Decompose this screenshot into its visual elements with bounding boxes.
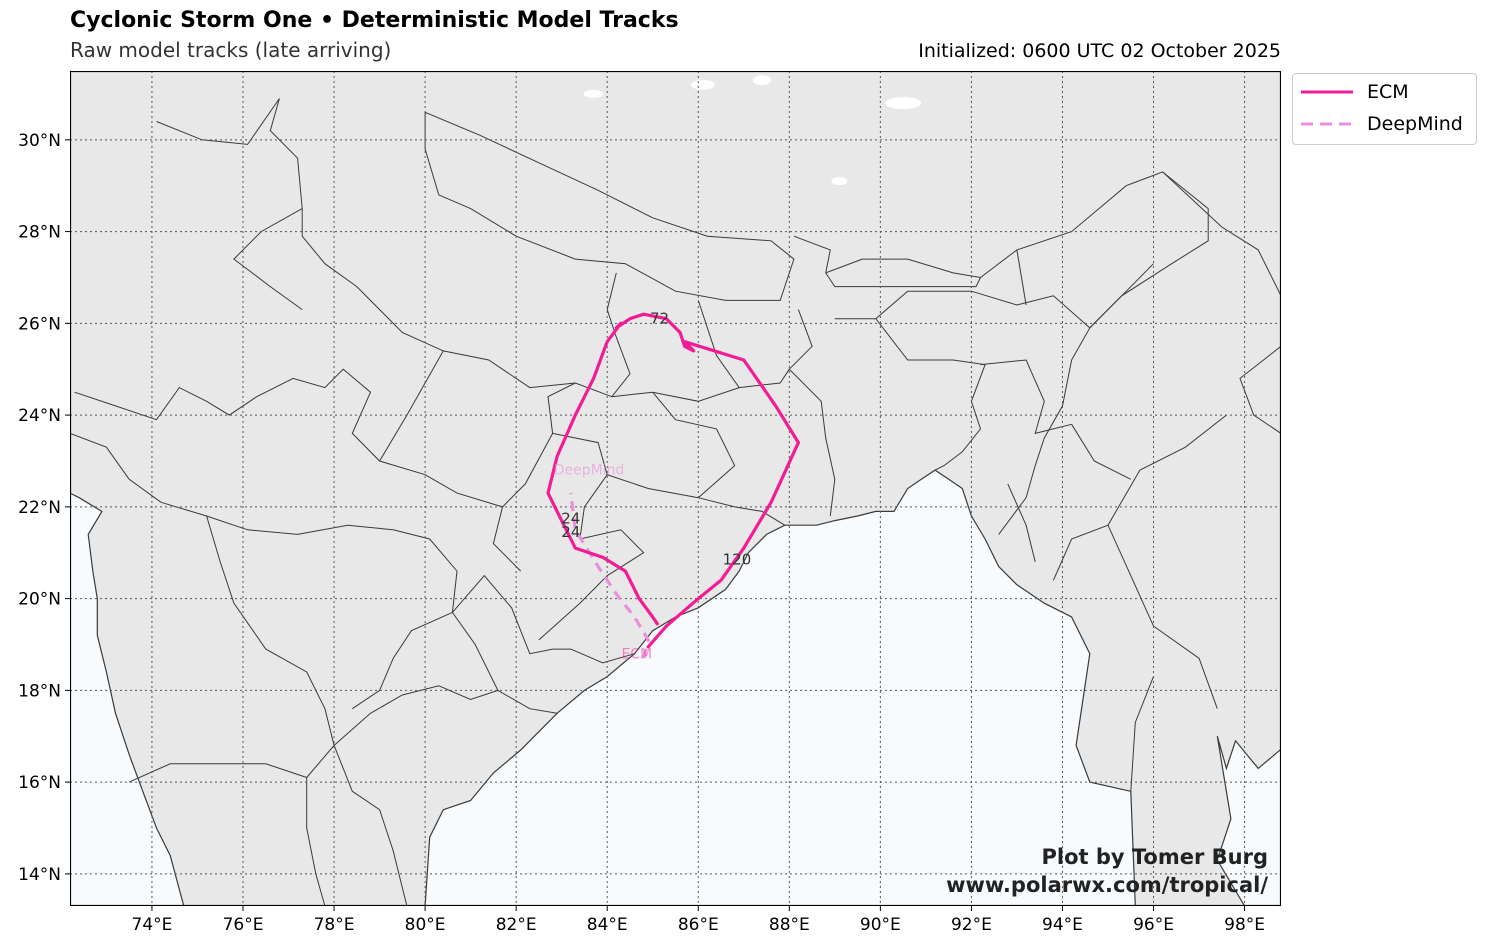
border-line xyxy=(611,368,790,402)
map-frame xyxy=(70,71,1281,906)
forecast-hour-label: 24 xyxy=(561,523,580,541)
border-line xyxy=(1016,249,1027,306)
map-subtitle: Raw model tracks (late arriving) xyxy=(70,38,392,62)
lon-tick-label: 80°E xyxy=(405,915,446,935)
initialized-time: Initialized: 0600 UTC 02 October 2025 xyxy=(918,40,1281,62)
lat-tick-label: 28°N xyxy=(18,223,61,243)
legend-swatch-deepmind xyxy=(1301,122,1353,126)
lon-tick-label: 88°E xyxy=(769,915,810,935)
border-line xyxy=(1130,676,1154,792)
credit-url: www.polarwx.com/tropical/ xyxy=(946,873,1268,897)
state-borders xyxy=(70,98,1281,906)
forecast-hour-label: 120 xyxy=(723,551,752,569)
lake xyxy=(690,79,715,90)
border-line xyxy=(980,171,1209,535)
border-line xyxy=(652,391,736,499)
lon-tick-label: 86°E xyxy=(678,915,719,935)
model-tracks: ECM DeepMind 24 72 120 24 xyxy=(546,310,801,662)
lake xyxy=(753,75,771,86)
lat-tick-label: 30°N xyxy=(18,131,61,151)
border-line xyxy=(306,777,326,906)
lon-tick-label: 74°E xyxy=(132,915,173,935)
lon-tick-label: 94°E xyxy=(1042,915,1083,935)
credit-author: Plot by Tomer Burg xyxy=(1041,845,1269,869)
lon-tick-label: 92°E xyxy=(951,915,992,935)
forecast-hour-label: 24 xyxy=(561,509,580,527)
border-line xyxy=(206,515,335,746)
lon-tick-label: 96°E xyxy=(1133,915,1174,935)
lon-tick-label: 78°E xyxy=(314,915,355,935)
border-line xyxy=(1239,345,1281,434)
lake xyxy=(583,89,604,98)
border-line xyxy=(788,309,836,517)
legend-swatch-ecm xyxy=(1301,90,1353,94)
track-deepmind[interactable] xyxy=(569,492,650,659)
border-line xyxy=(424,111,795,301)
border-line xyxy=(74,368,576,508)
border-line xyxy=(70,432,162,503)
border-line xyxy=(793,235,831,273)
lat-tick-label: 16°N xyxy=(18,773,61,793)
border-line xyxy=(233,208,303,311)
lat-tick-label: 18°N xyxy=(18,681,61,701)
legend-item-deepmind: DeepMind xyxy=(1301,111,1463,137)
border-line xyxy=(452,574,635,664)
legend-label: ECM xyxy=(1367,81,1409,103)
border-line xyxy=(1107,414,1227,709)
legend-item-ecm: ECM xyxy=(1301,79,1409,105)
legend-label: DeepMind xyxy=(1367,113,1463,135)
border-line xyxy=(825,258,982,288)
lon-tick-label: 82°E xyxy=(496,915,537,935)
border-line xyxy=(1089,263,1154,329)
border-line xyxy=(1007,483,1036,563)
border-line xyxy=(269,98,631,398)
border-line xyxy=(492,506,522,572)
lat-tick-label: 22°N xyxy=(18,498,61,518)
legend: ECM DeepMind xyxy=(1292,73,1477,145)
lake xyxy=(885,97,922,110)
lakes xyxy=(583,75,922,186)
lat-tick-label: 14°N xyxy=(18,865,61,885)
border-line xyxy=(156,98,280,145)
map-title: Cyclonic Storm One • Deterministic Model… xyxy=(70,8,679,33)
track-start-label-ecm: ECM xyxy=(621,646,652,662)
lat-tick-label: 20°N xyxy=(18,590,61,610)
graticule xyxy=(70,71,1281,906)
lake xyxy=(831,177,848,186)
lat-tick-label: 24°N xyxy=(18,406,61,426)
track-start-label-deepmind: DeepMind xyxy=(554,463,625,479)
border-line xyxy=(1071,424,1132,480)
map-panel[interactable]: ECM DeepMind 24 72 120 24 74°E 76°E 78°E 80°E 82°… xyxy=(18,71,1281,935)
border-line xyxy=(333,745,408,906)
lon-tick-label: 90°E xyxy=(860,915,901,935)
border-line xyxy=(1052,524,1109,581)
lon-tick-label: 98°E xyxy=(1224,915,1265,935)
border-line xyxy=(1162,171,1281,297)
lon-tick-label: 76°E xyxy=(223,915,264,935)
forecast-hour-label: 72 xyxy=(650,310,669,328)
lon-tick-label: 84°E xyxy=(587,915,628,935)
border-line xyxy=(980,359,1072,435)
border-line xyxy=(697,300,740,388)
map-canvas[interactable]: ECM DeepMind 24 72 120 24 xyxy=(70,71,1281,906)
lat-tick-label: 26°N xyxy=(18,314,61,334)
border-line xyxy=(834,318,986,471)
border-line xyxy=(538,474,645,641)
border-line xyxy=(552,432,786,526)
border-line xyxy=(875,290,1091,329)
track-ecm[interactable] xyxy=(546,312,801,649)
border-line xyxy=(352,611,453,710)
